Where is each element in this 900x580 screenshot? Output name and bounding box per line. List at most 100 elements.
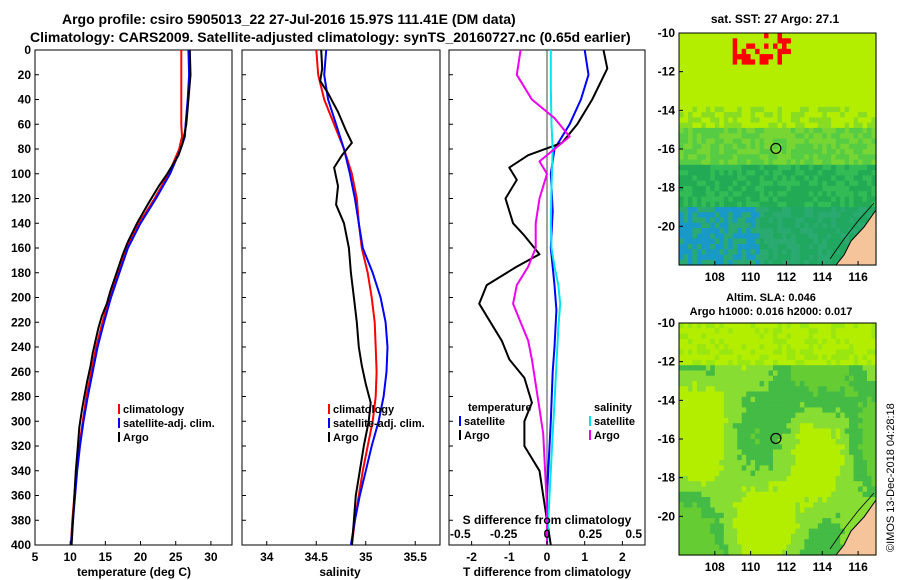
map-cell [782, 391, 788, 398]
map-cell [786, 533, 792, 540]
map-cell [719, 175, 725, 182]
map-cell [849, 164, 855, 171]
map-cell [862, 33, 868, 39]
map-cell [813, 80, 819, 87]
map-cell [746, 370, 752, 377]
map-cell [692, 217, 698, 224]
map-cell [817, 539, 823, 546]
map-cell [773, 96, 779, 103]
map-cell [705, 175, 711, 182]
map-cell [804, 533, 810, 540]
map-cell [790, 64, 796, 71]
map-cell [871, 444, 877, 451]
map-cell [831, 386, 837, 393]
map-cell [871, 439, 877, 445]
series-line-t-satellite [546, 49, 590, 545]
map-cell [826, 386, 832, 393]
x-tick-label: 5 [32, 550, 39, 564]
map-cell [679, 96, 685, 103]
map-cell [867, 386, 873, 393]
map-cell [799, 212, 805, 219]
map-cell [714, 80, 720, 87]
map-cell [764, 423, 770, 430]
map-cell [858, 212, 864, 219]
map-cell [862, 201, 868, 208]
map-cell [790, 338, 796, 345]
map-cell [764, 138, 770, 145]
map-cell [683, 54, 689, 60]
map-cell [679, 402, 685, 408]
map-cell [813, 349, 819, 356]
map-cell [799, 539, 805, 546]
map-cell [795, 117, 801, 124]
map-cell [808, 75, 814, 82]
map-cell [871, 370, 877, 377]
map-cell [858, 349, 864, 356]
map-cell [710, 370, 716, 377]
map-cell [804, 370, 810, 377]
map-cell [746, 143, 752, 150]
map-cell [844, 217, 850, 224]
map-cell [835, 365, 841, 372]
map-cell [840, 423, 846, 430]
map-cell [782, 154, 788, 161]
map-cell [804, 201, 810, 208]
map-cell [862, 396, 868, 403]
map-cell [862, 502, 868, 509]
map-cell [705, 127, 711, 134]
map-cell [826, 154, 832, 161]
map-cell [804, 122, 810, 129]
map-cell [777, 512, 783, 519]
map-cell [835, 497, 841, 503]
map-cell [759, 370, 765, 377]
map-cell [808, 549, 814, 556]
map-cell [858, 359, 864, 366]
map-cell [719, 91, 725, 97]
map-cell [746, 138, 752, 145]
map-cell [871, 196, 877, 203]
map-cell [862, 170, 868, 176]
map-cell [813, 370, 819, 377]
map-cell [679, 454, 685, 461]
map-cell [795, 444, 801, 451]
map-cell [808, 101, 814, 108]
map-cell [822, 143, 828, 150]
map-cell [871, 359, 877, 366]
map-cell [844, 201, 850, 208]
map-cell [696, 59, 702, 66]
map-cell [714, 333, 720, 340]
map-cell [858, 159, 864, 166]
map-cell [808, 491, 814, 498]
map-cell [759, 365, 765, 372]
map-cell [732, 333, 738, 340]
map-cell [849, 112, 855, 118]
map-cell [799, 48, 805, 55]
map-cell [817, 85, 823, 92]
map-cell [755, 54, 761, 60]
map-cell [822, 507, 828, 514]
map-cell [790, 449, 796, 456]
map-cell [799, 391, 805, 398]
map-cell [849, 233, 855, 240]
map-cell [799, 497, 805, 503]
map-cell [701, 233, 707, 240]
map-cell [822, 191, 828, 198]
series-line-satellite-adj--clim- [323, 49, 389, 546]
map-cell [795, 207, 801, 213]
map-cell [840, 491, 846, 498]
map-cell [732, 470, 738, 477]
map-cell [688, 544, 694, 551]
map-cell [768, 48, 774, 55]
map-cell [817, 412, 823, 419]
map-cell [714, 507, 720, 514]
map-cell [750, 359, 756, 366]
map-cell [692, 33, 698, 39]
map-cell [679, 386, 685, 393]
map-cell [705, 254, 711, 261]
map-cell [867, 497, 873, 503]
map-cell [750, 344, 756, 350]
map-cell [728, 127, 734, 134]
map-cell [835, 91, 841, 97]
map-cell [831, 249, 837, 256]
map-cell [871, 449, 877, 456]
